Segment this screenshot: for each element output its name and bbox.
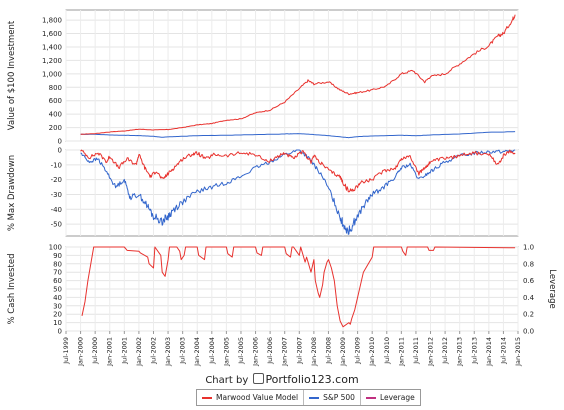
ytick-label-value: 1,600 [42, 30, 62, 38]
plot-area-value [65, 9, 519, 142]
legend-item-sp500: S&P 500 [303, 390, 360, 405]
xtick-label: Jan-2001 [106, 337, 114, 367]
portfolio123-logo-icon [253, 373, 265, 384]
ytick-label-value: 0 [58, 138, 62, 146]
xtick-label: Jul-2011 [412, 337, 420, 365]
xtick-label: Jan-2009 [339, 337, 347, 367]
ytick-label-cash: 100 [49, 244, 62, 252]
xtick-label: Jul-2009 [354, 337, 362, 365]
ytick-label-value: 1,400 [42, 43, 62, 51]
credit-brand: Portfolio123.com [265, 373, 359, 386]
xtick-label: Jan-2014 [485, 337, 493, 367]
xtick-label: Jan-2000 [77, 337, 85, 367]
xtick-label: Jul-1999 [62, 337, 70, 365]
xtick-label: Jan-2010 [368, 337, 376, 367]
ytick-label-value: 200 [49, 124, 62, 132]
y-axis-label-drawdown: % Max Drawdown [7, 155, 17, 231]
y-axis-label-value: Value of $100 Investment [7, 20, 17, 130]
legend-label-sp500: S&P 500 [323, 393, 355, 402]
xtick-label: Jul-2001 [120, 337, 128, 365]
y2tick-label: 0.2 [523, 311, 534, 319]
xtick-label: Jan-2007 [281, 337, 289, 367]
legend-swatch-sp500 [309, 396, 320, 399]
xtick-label: Jan-2008 [310, 337, 318, 367]
ytick-label-drawdown: -30 [51, 191, 62, 199]
y2tick-label: 0.8 [523, 260, 534, 268]
xtick-label: Jan-2005 [222, 337, 230, 367]
ytick-label-cash: 90 [53, 252, 62, 260]
xtick-label: Jul-2005 [237, 337, 245, 365]
ytick-label-value: 1,200 [42, 57, 62, 65]
xtick-label: Jul-2007 [295, 337, 303, 365]
series-line-marwood-value-model-cash [81, 246, 516, 328]
ytick-label-cash: 70 [53, 269, 62, 277]
chart-credit: Chart by Portfolio123.com [0, 373, 564, 386]
ytick-label-value: 600 [49, 97, 62, 105]
ytick-label-cash: 50 [53, 286, 62, 294]
ytick-label-cash: 10 [53, 319, 62, 327]
xtick-label: Jul-2004 [208, 337, 216, 365]
y2tick-label: 0.4 [523, 294, 535, 302]
series-line-sp-500-drawdown [80, 149, 516, 235]
legend-label-leverage: Leverage [379, 393, 415, 402]
xtick-label: Jul-2003 [179, 337, 187, 365]
ytick-label-drawdown: -50 [51, 221, 62, 229]
xtick-label: Jul-2000 [91, 337, 99, 365]
ytick-label-value: 1,000 [42, 70, 62, 78]
ytick-label-value: 800 [49, 84, 62, 92]
ytick-label-cash: 0 [58, 328, 62, 336]
legend-label-marwood: Marwood Value Model [216, 393, 299, 402]
chart-legend: Marwood Value Model S&P 500 Leverage [196, 389, 421, 406]
xtick-label: Jul-2002 [149, 337, 157, 365]
ytick-label-drawdown: -20 [51, 176, 62, 184]
y2-axis-label: Leverage [547, 269, 557, 308]
legend-swatch-marwood [202, 396, 212, 399]
series-line-marwood-value-model-drawdown [80, 149, 516, 193]
xtick-label: Jan-2011 [397, 337, 405, 367]
xtick-label: Jul-2006 [266, 337, 274, 365]
xtick-label: Jan-2006 [252, 337, 260, 367]
panel-value: 0 200 400 600 800 1,000 1,200 1,400 1,600 1,800 Va… [7, 9, 519, 146]
y-axis-label-cash: % Cash Invested [7, 254, 17, 325]
y2tick-label: 1.0 [523, 244, 534, 252]
ytick-label-cash: 40 [53, 294, 62, 302]
credit-prefix: Chart by [205, 375, 249, 386]
xtick-label: Jul-2008 [324, 337, 332, 365]
legend-item-leverage: Leverage [359, 390, 420, 405]
xtick-label: Jan-2004 [193, 337, 201, 367]
xtick-label: Jan-2012 [427, 337, 435, 367]
xtick-label: Jul-2014 [499, 337, 507, 365]
xtick-label: Jul-2013 [470, 337, 478, 365]
ytick-label-cash: 80 [53, 260, 62, 268]
ytick-label-value: 400 [49, 111, 62, 119]
ytick-label-drawdown: -10 [51, 161, 62, 169]
xtick-label: Jan-2013 [456, 337, 464, 367]
ytick-label-cash: 30 [53, 302, 62, 310]
ytick-label-drawdown: 0 [58, 147, 62, 155]
xtick-label: Jan-2003 [164, 337, 172, 367]
xtick-label: Jul-2012 [441, 337, 449, 365]
ytick-label-drawdown: -40 [51, 206, 62, 214]
xtick-label: Jan-2002 [135, 337, 143, 367]
y2tick-label: 0.0 [523, 328, 534, 336]
plot-area-drawdown [65, 149, 519, 237]
xtick-label: Jan-2015 [514, 337, 522, 367]
panel-drawdown: 0 -10 -20 -30 -40 -50 % Max Drawdown [7, 147, 519, 237]
series-line-sp-500-value [80, 131, 516, 139]
ytick-label-cash: 60 [53, 277, 62, 285]
legend-swatch-leverage [365, 396, 376, 399]
y2tick-label: 0.6 [523, 277, 535, 285]
legend-item-marwood: Marwood Value Model [197, 390, 303, 405]
series-line-marwood-value-model-value [80, 14, 516, 135]
ytick-label-value: 1,800 [42, 17, 62, 25]
xtick-label: Jul-2010 [383, 337, 391, 365]
ytick-label-cash: 20 [53, 311, 62, 319]
